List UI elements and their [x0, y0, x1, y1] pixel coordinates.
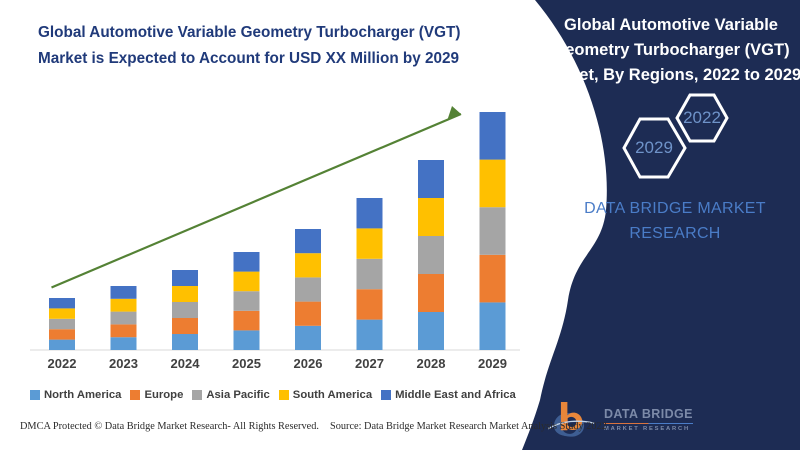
svg-text:2029: 2029: [478, 356, 507, 371]
svg-text:2023: 2023: [109, 356, 138, 371]
svg-text:2025: 2025: [232, 356, 261, 371]
svg-text:2024: 2024: [171, 356, 201, 371]
svg-text:2027: 2027: [355, 356, 384, 371]
svg-text:2022: 2022: [48, 356, 77, 371]
svg-text:2028: 2028: [417, 356, 446, 371]
svg-text:2026: 2026: [294, 356, 323, 371]
